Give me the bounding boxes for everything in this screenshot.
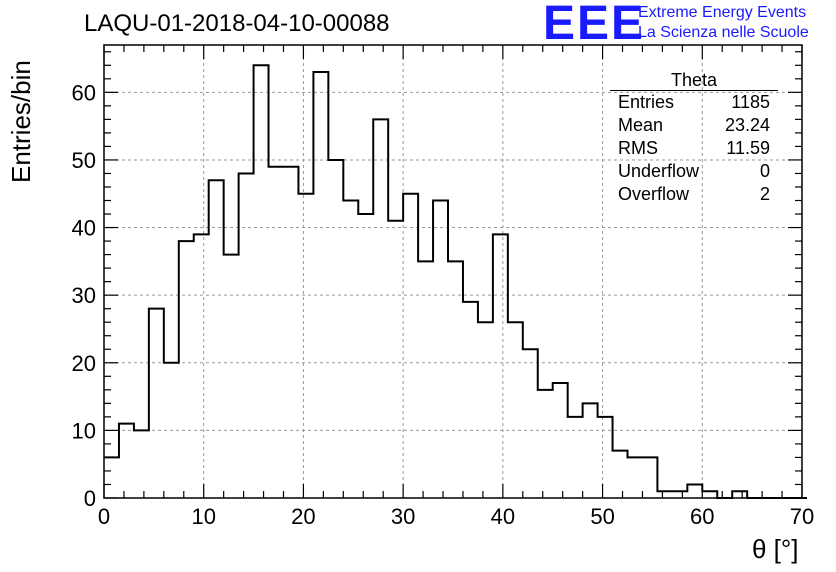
stats-value: 23.24: [724, 115, 770, 135]
stats-label: Entries: [618, 92, 675, 112]
eee-logo: EEE: [543, 0, 646, 50]
stats-value: 1185: [731, 92, 770, 112]
x-tick-label: 60: [690, 504, 714, 529]
x-tick-label: 70: [790, 504, 814, 529]
stats-row-mean: Mean 23.24: [610, 114, 778, 137]
stats-label: Overflow: [618, 184, 690, 204]
stats-label: Underflow: [618, 161, 700, 181]
y-tick-label: 20: [72, 351, 96, 376]
x-axis-label: θ [°]: [752, 534, 799, 564]
y-tick-label: 40: [72, 216, 96, 241]
x-tick-label: 50: [590, 504, 614, 529]
plot-frame: [103, 44, 803, 499]
stats-row-underflow: Underflow 0: [610, 160, 778, 183]
y-tick-label: 30: [72, 283, 96, 308]
stats-row-overflow: Overflow 2: [610, 183, 778, 206]
y-tick-label: 0: [84, 486, 96, 511]
stats-value: 11.59: [726, 138, 770, 158]
stats-label: RMS: [618, 138, 658, 158]
x-tick-label: 30: [391, 504, 415, 529]
stats-row-rms: RMS 11.59: [610, 137, 778, 160]
stats-box: Theta Entries 1185 Mean 23.24 RMS 11.59 …: [610, 70, 778, 206]
x-tick-label: 20: [291, 504, 315, 529]
x-tick-label: 0: [98, 504, 110, 529]
y-tick-label: 60: [72, 80, 96, 105]
chart-title: LAQU-01-2018-04-10-00088: [84, 10, 390, 37]
x-tick-label: 40: [491, 504, 515, 529]
stats-value: 0: [759, 161, 770, 181]
y-tick-label: 50: [72, 148, 96, 173]
stats-row-entries: Entries 1185: [610, 91, 778, 114]
y-tick-label: 10: [72, 418, 96, 443]
eee-logo-line2: La Scienza nelle Scuole: [638, 24, 809, 41]
stats-label: Mean: [618, 115, 664, 135]
histogram-line: [104, 64, 807, 499]
stats-title: Theta: [610, 70, 778, 91]
x-tick-label: 10: [191, 504, 215, 529]
eee-logo-line1: Extreme Energy Events: [638, 4, 807, 21]
stats-value: 2: [759, 184, 770, 204]
